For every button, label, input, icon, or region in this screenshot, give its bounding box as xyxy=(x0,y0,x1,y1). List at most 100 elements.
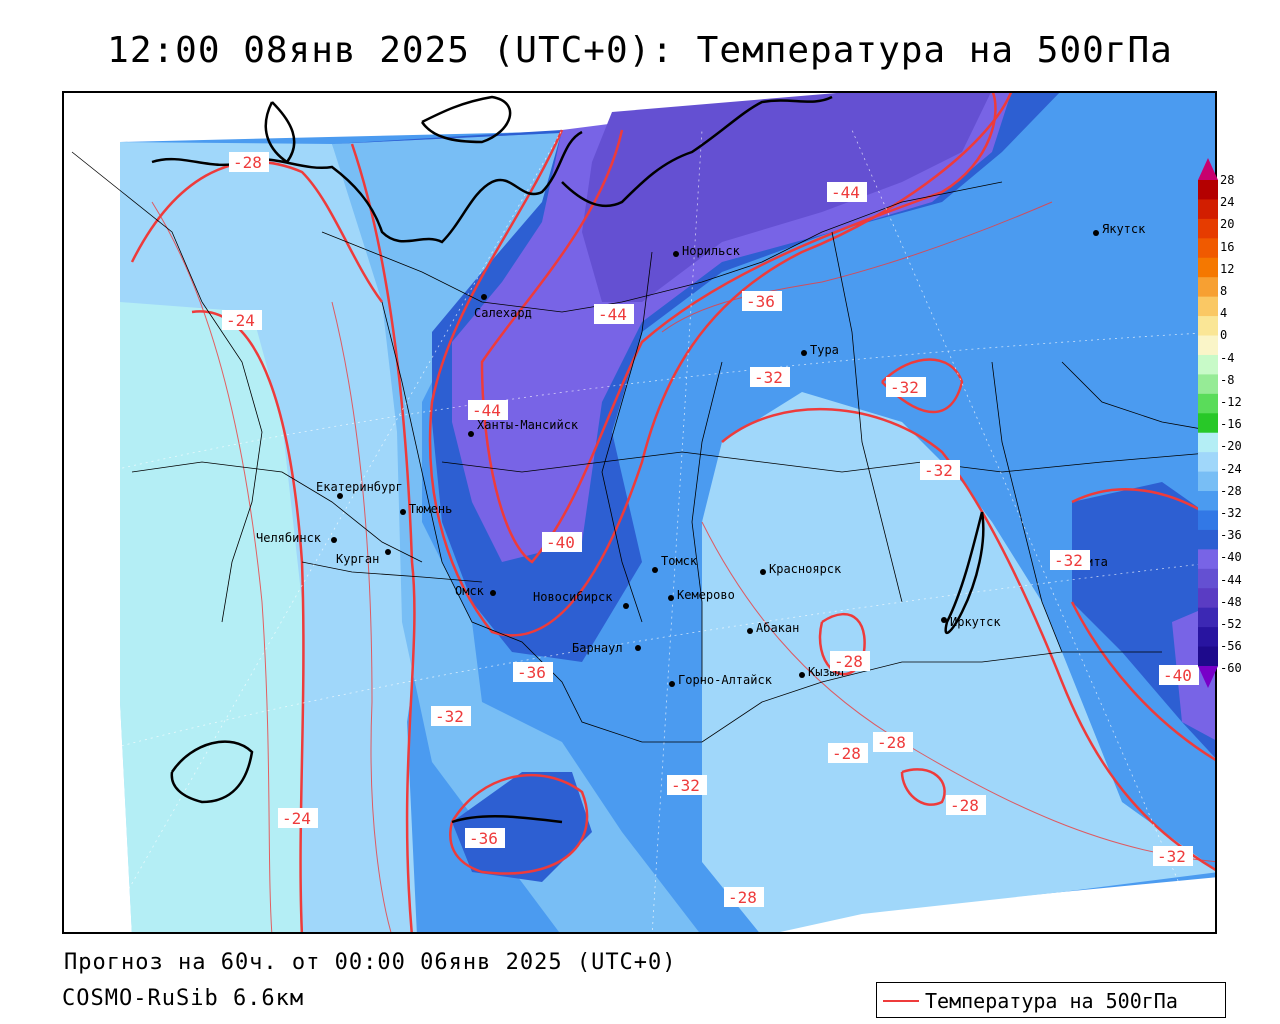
region-borders xyxy=(71,151,1215,743)
border-line xyxy=(691,361,723,682)
isotherm-label-text: -28 xyxy=(728,888,757,907)
isotherm-line xyxy=(130,160,384,303)
isotherm-label-box xyxy=(594,304,634,324)
city-tomsk[interactable]: Томск xyxy=(652,554,698,573)
isotherm-label: -32 xyxy=(920,460,960,480)
isotherm-label-text: -32 xyxy=(1157,847,1186,866)
colorbar-tick-label: 28 xyxy=(1220,173,1235,187)
isotherm-label-box xyxy=(431,706,471,726)
city-salekhard[interactable]: Салехард xyxy=(474,294,532,320)
isotherm-label-text: -28 xyxy=(950,796,979,815)
border-line xyxy=(601,251,653,623)
isotherm-label: -36 xyxy=(465,828,505,848)
colorbar-segment xyxy=(1198,549,1218,570)
isotherm-label: -44 xyxy=(827,182,867,202)
isotherm-label: -32 xyxy=(667,775,707,795)
graticule-line xyxy=(64,331,1215,483)
city-dot xyxy=(669,681,675,687)
city-label: Горно-Алтайск xyxy=(678,673,773,687)
city-label: Тура xyxy=(810,343,839,357)
isotherm-label-text: -32 xyxy=(1054,551,1083,570)
city-yakutsk[interactable]: Якутск xyxy=(1093,222,1146,236)
graticule-line xyxy=(851,129,1201,932)
minor-isotherm-line xyxy=(151,201,273,932)
city-omsk[interactable]: Омск xyxy=(455,584,496,598)
city-label: Курган xyxy=(336,552,379,566)
colorbar-segment xyxy=(1198,354,1218,375)
isotherm-label-box xyxy=(513,662,553,682)
city-khanty-mansiysk[interactable]: Ханты-Мансийск xyxy=(468,418,579,437)
city-kurgan[interactable]: Курган xyxy=(336,549,391,566)
isotherm-label-text: -28 xyxy=(233,153,262,172)
minor-isotherm-line xyxy=(661,201,1053,333)
city-norilsk[interactable]: Норильск xyxy=(673,244,741,258)
isotherm-label-text: -32 xyxy=(924,461,953,480)
isotherm-label-box xyxy=(724,887,764,907)
city-label: Абакан xyxy=(756,621,799,635)
city-dot xyxy=(652,567,658,573)
isotherm-label-text: -28 xyxy=(832,744,861,763)
city-dot xyxy=(941,617,947,623)
isotherm-label: -28 xyxy=(946,795,986,815)
isotherm-label-box xyxy=(667,775,707,795)
colorbar-tick-label: -20 xyxy=(1220,439,1242,454)
city-novosibirsk[interactable]: Новосибирск xyxy=(533,590,629,609)
city-label: Тюмень xyxy=(409,502,452,516)
isotherm-label: -24 xyxy=(278,808,318,828)
colorbar-tick-label: -36 xyxy=(1220,528,1242,543)
colorbar-segment xyxy=(1198,218,1218,239)
colorbar-tick-label: -48 xyxy=(1220,594,1242,609)
colorbar-tick-label: -52 xyxy=(1220,617,1242,631)
city-dot xyxy=(799,672,805,678)
city-label: Томск xyxy=(661,554,698,568)
isotherm-line xyxy=(449,773,589,875)
isotherm-label-box xyxy=(1050,550,1090,570)
city-label: Барнаул xyxy=(572,641,623,655)
city-gorno-altaysk[interactable]: Горно-Алтайск xyxy=(669,673,773,687)
city-irkutsk[interactable]: Иркутск xyxy=(941,615,1001,629)
city-abakan[interactable]: Абакан xyxy=(747,621,799,635)
colorbar-segment xyxy=(1198,452,1218,473)
colorbar-segment xyxy=(1198,413,1218,434)
isotherm-label-text: -32 xyxy=(435,707,464,726)
isotherm-label-text: -24 xyxy=(226,311,255,330)
colorbar-segment xyxy=(1198,568,1218,589)
colorbar-tick-label: -32 xyxy=(1220,506,1242,520)
city-krasnoyarsk[interactable]: Красноярск xyxy=(760,562,842,576)
city-barnaul[interactable]: Барнаул xyxy=(572,641,641,655)
isotherm-label-box xyxy=(920,460,960,480)
city-chelyabinsk[interactable]: Челябинск xyxy=(256,531,337,545)
legend-line-swatch xyxy=(883,1000,919,1002)
isotherm-label-text: -36 xyxy=(746,292,775,311)
colorbar-segment xyxy=(1198,607,1218,628)
city-label: Екатеринбург xyxy=(316,480,403,494)
city-tura[interactable]: Тура xyxy=(801,343,839,357)
city-tyumen[interactable]: Тюмень xyxy=(400,502,452,516)
city-dot xyxy=(400,509,406,515)
isotherm-label: -28 xyxy=(229,152,269,172)
isotherm-label: -36 xyxy=(513,662,553,682)
city-label: Челябинск xyxy=(256,531,322,545)
colorbar-tick-label: -40 xyxy=(1220,550,1242,565)
city-kemerovo[interactable]: Кемерово xyxy=(668,588,735,602)
balkhash-lake xyxy=(170,740,254,804)
isotherm-label-text: -28 xyxy=(834,652,863,671)
city-dot xyxy=(760,569,766,575)
border-line xyxy=(321,181,1003,313)
city-dot xyxy=(490,590,496,596)
city-yekaterinburg[interactable]: Екатеринбург xyxy=(316,480,403,499)
isotherm-label: -32 xyxy=(886,377,926,397)
isotherm-label: -32 xyxy=(431,706,471,726)
colorbar-tick-label: -24 xyxy=(1220,461,1242,476)
colorbar-segment xyxy=(1198,257,1218,278)
isotherm-label-text: -44 xyxy=(831,183,860,202)
legend-box: Температура на 500гПа xyxy=(876,982,1226,1018)
isotherm-label: -28 xyxy=(830,651,870,671)
isotherm-lines xyxy=(130,93,1215,932)
city-label: Норильск xyxy=(682,244,741,258)
border-line xyxy=(131,461,423,563)
field-minus24-to-20 xyxy=(120,302,302,932)
isotherm-label-text: -32 xyxy=(890,378,919,397)
colorbar xyxy=(1198,158,1218,688)
isotherm-label-box xyxy=(542,532,582,552)
